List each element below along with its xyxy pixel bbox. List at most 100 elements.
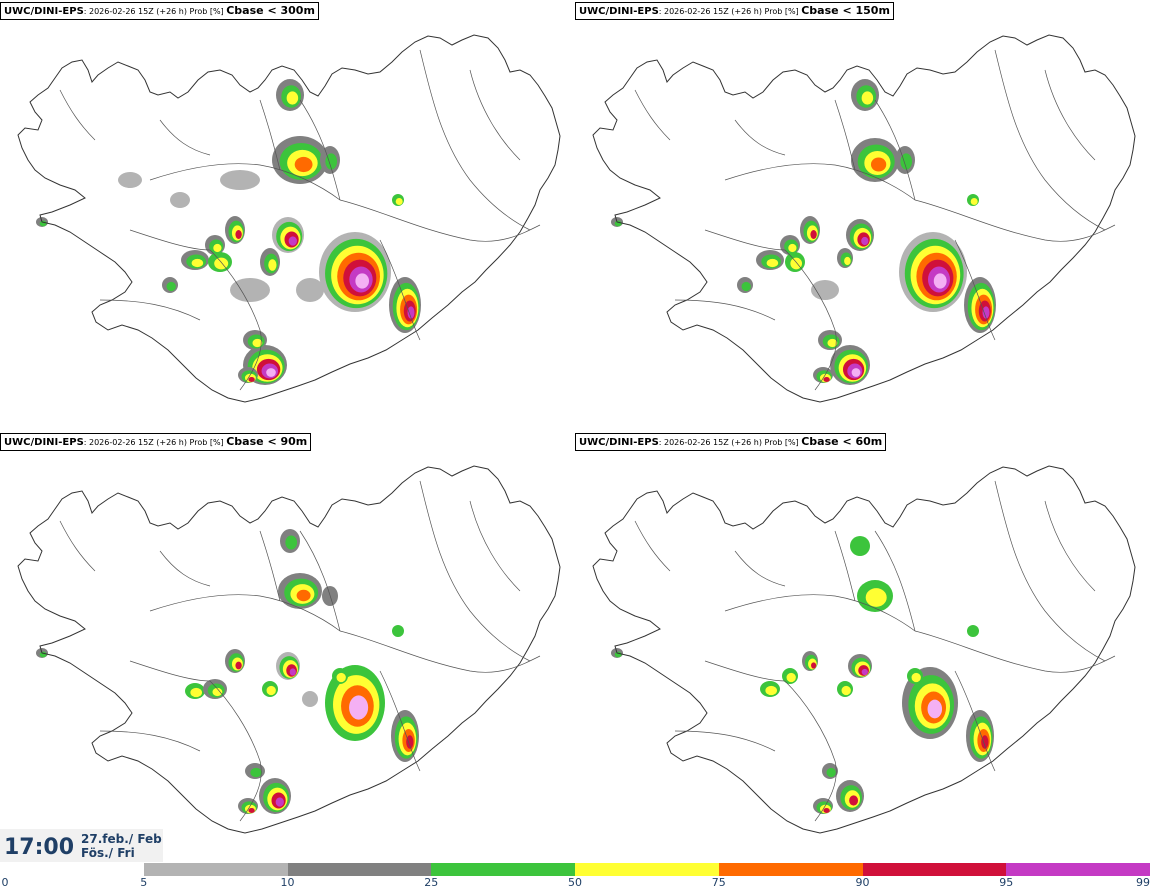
- panel-title: UWC/DINI-EPS: 2026-02-26 15Z (+26 h) Pro…: [575, 2, 894, 20]
- panel-title: UWC/DINI-EPS: 2026-02-26 15Z (+26 h) Pro…: [575, 433, 887, 451]
- probability-contour: [861, 236, 869, 246]
- map-panel-150m: UWC/DINI-EPS: 2026-02-26 15Z (+26 h) Pro…: [575, 0, 1150, 430]
- colorbar-tick-label: 5: [140, 876, 148, 889]
- probability-contour: [786, 672, 796, 683]
- region-boundary: [834, 530, 856, 602]
- probability-contour: [213, 243, 222, 253]
- colorbar-tick-label: 25: [424, 876, 439, 889]
- probability-contour: [268, 259, 277, 271]
- region-boundary: [784, 680, 837, 822]
- probability-contour: [827, 338, 838, 348]
- probability-contour: [235, 230, 242, 239]
- probability-contour: [811, 662, 817, 669]
- probability-contour: [212, 687, 223, 697]
- region-boundary: [99, 299, 201, 321]
- region-boundary: [99, 730, 201, 752]
- region-boundary: [339, 630, 541, 673]
- valid-time: 17:00: [4, 835, 75, 860]
- probability-contour: [970, 198, 978, 205]
- colorbar-tick-label: 75: [711, 876, 726, 889]
- region-boundary: [149, 594, 341, 632]
- region-boundary: [914, 199, 1116, 242]
- colorbar-tick-label: 10: [280, 876, 295, 889]
- region-boundary: [149, 163, 341, 201]
- iceland-map: [592, 465, 1136, 834]
- region-boundary: [129, 660, 211, 682]
- colorbar-segment: [287, 863, 432, 876]
- probability-contour: [294, 156, 313, 173]
- region-boundary: [954, 670, 996, 772]
- probability-contour: [851, 368, 861, 377]
- colorbar-tick-label: 99: [1136, 876, 1150, 889]
- region-boundary: [59, 520, 96, 572]
- region-boundary: [159, 550, 211, 587]
- probability-contour: [406, 735, 414, 749]
- region-boundary: [914, 630, 1116, 673]
- probability-contour: [118, 172, 142, 188]
- probability-contour: [614, 220, 622, 227]
- probability-contour: [285, 535, 298, 550]
- region-boundary: [704, 229, 786, 251]
- probability-contour: [788, 243, 797, 253]
- region-boundary: [954, 239, 996, 341]
- coastline: [17, 34, 561, 403]
- map-panel-90m: UWC/DINI-EPS: 2026-02-26 15Z (+26 h) Pro…: [0, 431, 575, 861]
- probability-contour: [766, 258, 779, 268]
- probability-contour: [275, 797, 284, 807]
- colorbar-segment: [575, 863, 719, 876]
- region-boundary: [259, 530, 281, 602]
- probability-contour: [230, 278, 270, 302]
- probability-contour: [170, 192, 190, 208]
- region-boundary: [339, 199, 541, 242]
- probability-contour: [252, 338, 263, 348]
- probability-contour: [302, 691, 318, 707]
- colorbar-tick-label: 90: [855, 876, 870, 889]
- probability-contour: [844, 256, 851, 266]
- probability-contour: [407, 306, 415, 319]
- region-boundary: [874, 99, 916, 201]
- coastline: [592, 34, 1136, 403]
- probability-contour: [870, 157, 887, 172]
- region-boundary: [1044, 500, 1096, 592]
- probability-contour: [927, 699, 943, 719]
- probability-contour: [288, 236, 297, 246]
- colorbar-segment: [143, 863, 288, 876]
- probability-contour: [266, 685, 276, 696]
- region-boundary: [634, 520, 671, 572]
- region-boundary: [469, 500, 521, 592]
- probability-field: [36, 79, 421, 385]
- probability-contour: [336, 672, 346, 683]
- colorbar-segment: [431, 863, 575, 876]
- probability-contour: [823, 376, 830, 383]
- colorbar-segment: [1006, 863, 1150, 876]
- probability-contour: [865, 588, 887, 607]
- region-boundary: [469, 69, 521, 161]
- probability-contour: [861, 668, 868, 676]
- probability-contour: [286, 91, 299, 105]
- colorbar-ticks: 0 5 10 25 50 75 90 95 99: [0, 876, 1150, 891]
- region-boundary: [724, 594, 916, 632]
- probability-contour: [900, 153, 913, 170]
- iceland-map: [17, 34, 561, 403]
- probability-contour: [39, 651, 47, 658]
- probability-contour: [250, 767, 263, 778]
- region-boundary: [704, 660, 786, 682]
- region-boundary: [834, 99, 856, 171]
- region-boundary: [159, 119, 211, 156]
- probability-contour: [765, 685, 778, 696]
- valid-date: 27.feb./ Feb: [81, 832, 162, 846]
- region-boundary: [734, 119, 786, 156]
- region-boundary: [209, 249, 262, 391]
- probability-field: [611, 79, 996, 385]
- probability-contour: [982, 306, 990, 319]
- region-boundary: [129, 229, 211, 251]
- probability-contour: [296, 589, 311, 602]
- colorbar-segment: [862, 863, 1007, 876]
- region-boundary: [784, 249, 837, 391]
- colorbar-tick-label: 95: [999, 876, 1014, 889]
- region-boundary: [299, 99, 341, 201]
- region-boundary: [674, 299, 776, 321]
- probability-contour: [967, 625, 979, 637]
- probability-contour: [289, 668, 296, 676]
- probability-contour: [235, 661, 242, 670]
